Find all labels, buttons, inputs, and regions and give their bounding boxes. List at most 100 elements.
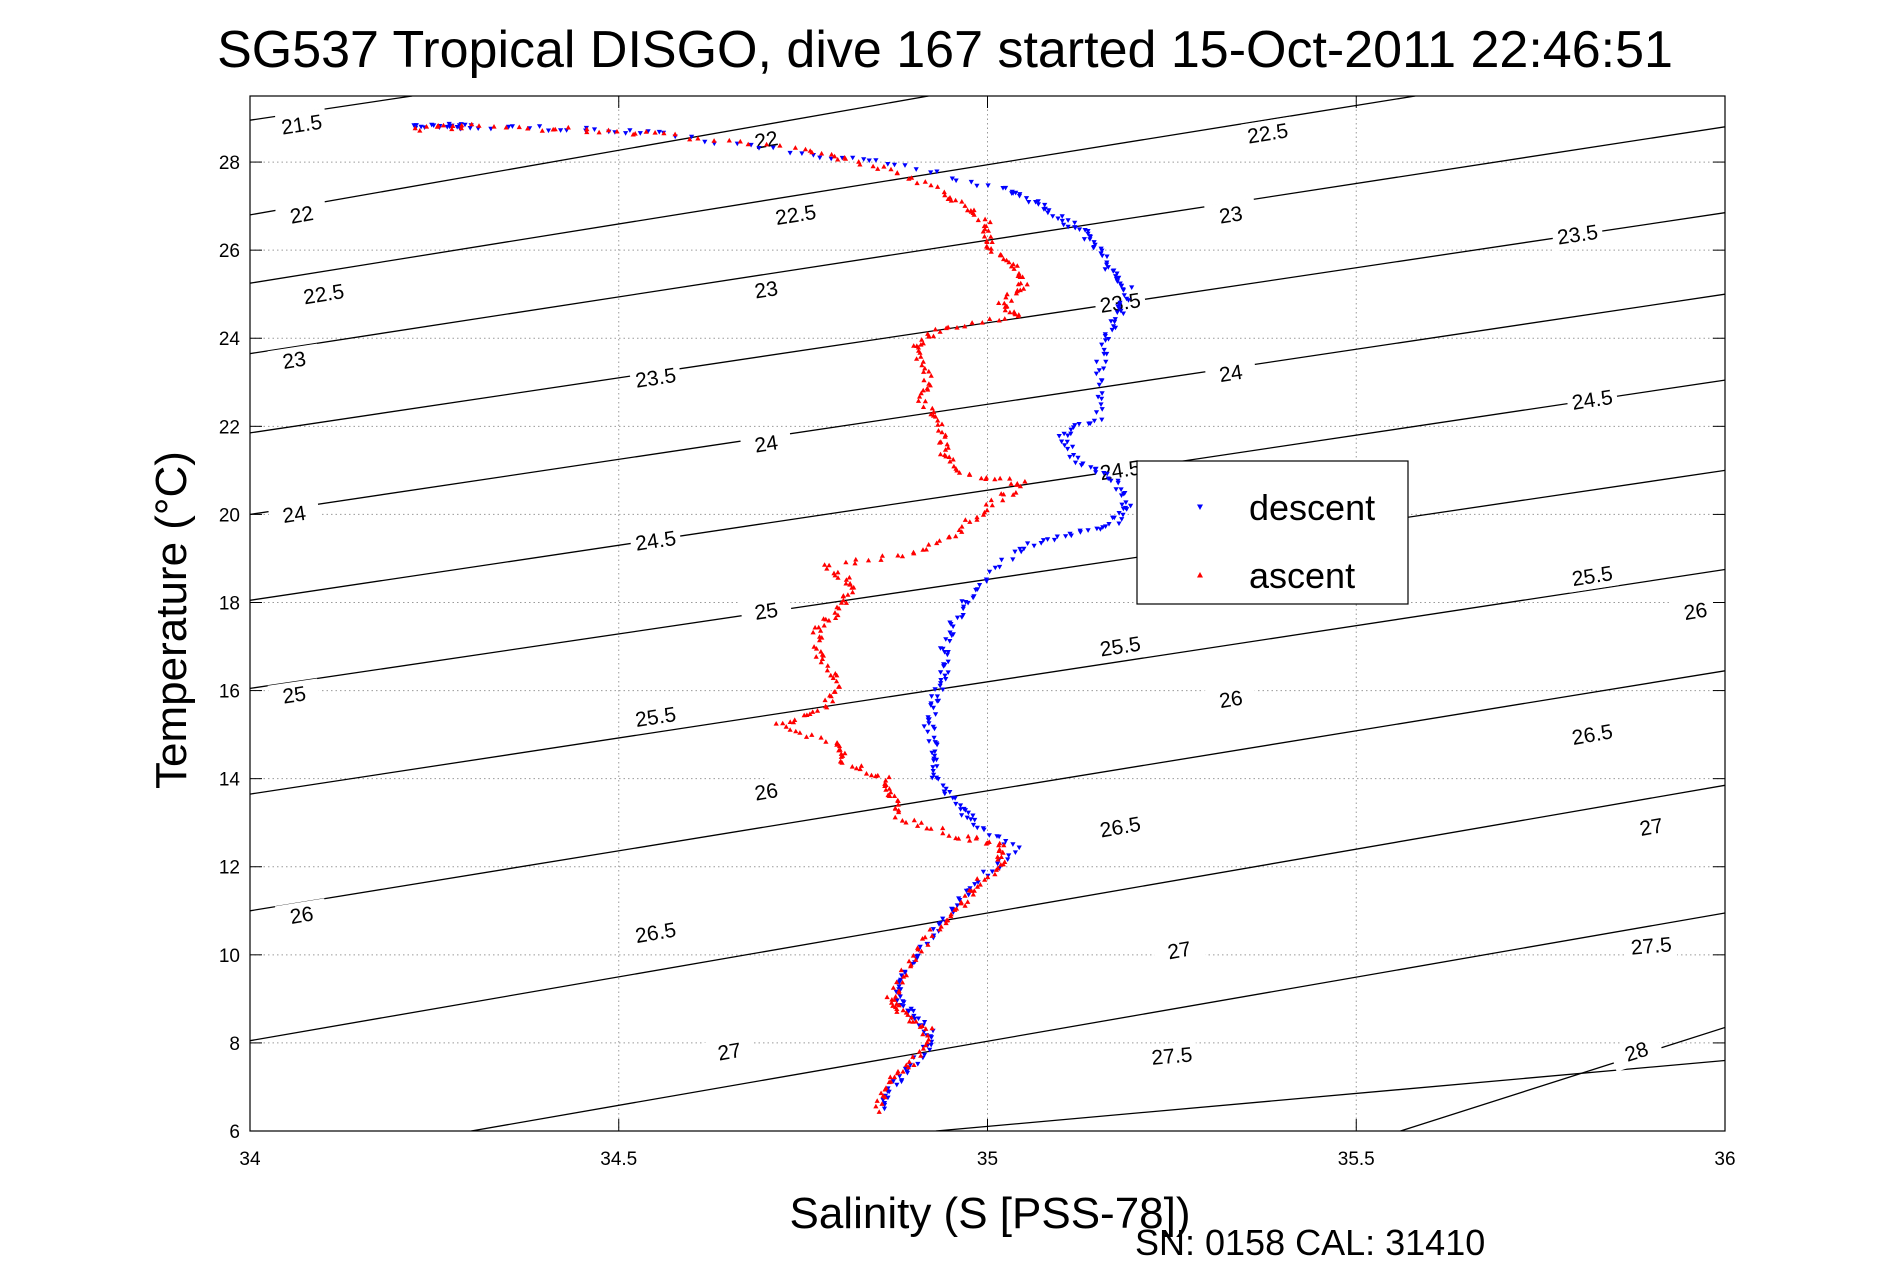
point-descent <box>1072 460 1079 466</box>
point-ascent <box>850 589 856 595</box>
point-ascent <box>911 817 917 823</box>
legend-marker-ascent <box>1197 572 1203 578</box>
contour-label-background <box>274 197 329 233</box>
contour-label-background <box>1625 930 1678 962</box>
point-descent <box>1099 253 1105 259</box>
point-descent <box>932 753 938 759</box>
point-ascent <box>894 1006 900 1011</box>
point-ascent <box>1013 490 1019 495</box>
point-ascent <box>888 789 894 795</box>
chart-title: SG537 Tropical DISGO, dive 167 started 1… <box>217 21 1673 79</box>
point-ascent <box>849 764 855 769</box>
point-descent <box>947 790 953 795</box>
contour-line <box>250 293 1725 516</box>
point-ascent <box>979 320 985 325</box>
point-ascent <box>917 350 923 355</box>
contour-label-background <box>739 775 794 809</box>
point-ascent <box>822 697 828 703</box>
point-ascent <box>928 411 934 417</box>
point-ascent <box>980 512 987 517</box>
point-ascent <box>886 1079 892 1085</box>
point-descent <box>921 724 927 729</box>
point-ascent <box>942 192 948 198</box>
point-descent <box>947 620 953 626</box>
contour-label-background <box>769 198 823 232</box>
point-ascent <box>853 556 859 562</box>
point-descent <box>965 600 971 606</box>
point-descent <box>931 758 937 764</box>
contour-label: 27 <box>1166 938 1193 965</box>
point-descent <box>787 150 793 156</box>
point-descent <box>1018 549 1024 555</box>
point-descent <box>506 124 512 130</box>
point-descent <box>999 557 1005 563</box>
point-ascent <box>876 1109 882 1114</box>
point-ascent <box>802 146 809 152</box>
point-descent <box>1087 237 1093 242</box>
point-descent <box>968 179 974 185</box>
point-ascent <box>614 128 620 134</box>
point-ascent <box>813 654 819 659</box>
point-descent <box>1113 487 1119 492</box>
contour-label-background <box>297 277 351 311</box>
contour-label-background <box>1565 717 1620 752</box>
point-descent <box>902 163 908 168</box>
point-ascent <box>1008 481 1014 486</box>
y-tick-label: 26 <box>219 241 240 262</box>
contour-label: 27.5 <box>1630 933 1673 960</box>
point-ascent <box>792 145 798 150</box>
point-ascent <box>879 1101 885 1106</box>
point-descent <box>968 817 974 822</box>
point-ascent <box>826 617 832 623</box>
point-ascent <box>1011 266 1017 271</box>
contour-label: 26 <box>1218 687 1245 713</box>
point-descent <box>1040 538 1047 543</box>
point-ascent <box>962 893 968 898</box>
point-ascent <box>985 245 991 250</box>
point-descent <box>975 880 981 885</box>
point-ascent <box>942 447 949 452</box>
point-ascent <box>926 333 932 338</box>
point-ascent <box>491 124 497 129</box>
point-descent <box>958 807 964 812</box>
point-ascent <box>1002 304 1008 309</box>
point-descent <box>1102 267 1108 272</box>
point-ascent <box>929 405 935 411</box>
point-descent <box>940 687 946 693</box>
point-ascent <box>1001 300 1007 306</box>
contour-label-background <box>628 361 683 395</box>
point-descent <box>989 869 995 875</box>
point-ascent <box>1013 290 1019 296</box>
point-descent <box>890 1079 896 1084</box>
point-ascent <box>894 979 900 985</box>
point-ascent <box>857 161 863 167</box>
point-ascent <box>983 841 989 846</box>
contour-label-background <box>1241 116 1295 151</box>
point-descent <box>1105 476 1111 482</box>
point-ascent <box>1021 286 1027 291</box>
point-ascent <box>830 698 836 704</box>
point-ascent <box>435 123 441 128</box>
point-ascent <box>809 732 815 737</box>
point-descent <box>509 124 515 129</box>
point-ascent <box>953 533 959 539</box>
point-ascent <box>935 184 941 189</box>
point-ascent <box>819 635 825 640</box>
point-ascent <box>918 342 924 347</box>
point-ascent <box>932 414 939 419</box>
point-ascent <box>833 615 839 620</box>
point-ascent <box>965 833 971 839</box>
point-ascent <box>945 196 951 201</box>
point-ascent <box>787 727 793 732</box>
point-descent <box>914 954 920 959</box>
point-ascent <box>956 470 963 475</box>
point-ascent <box>910 1054 916 1059</box>
point-descent <box>913 167 919 172</box>
contour-label-background <box>739 122 794 158</box>
point-descent <box>1070 425 1077 430</box>
point-ascent <box>888 166 894 172</box>
point-ascent <box>834 678 840 684</box>
y-tick-label: 14 <box>219 770 241 791</box>
point-descent <box>938 670 944 675</box>
point-descent <box>1109 327 1115 333</box>
